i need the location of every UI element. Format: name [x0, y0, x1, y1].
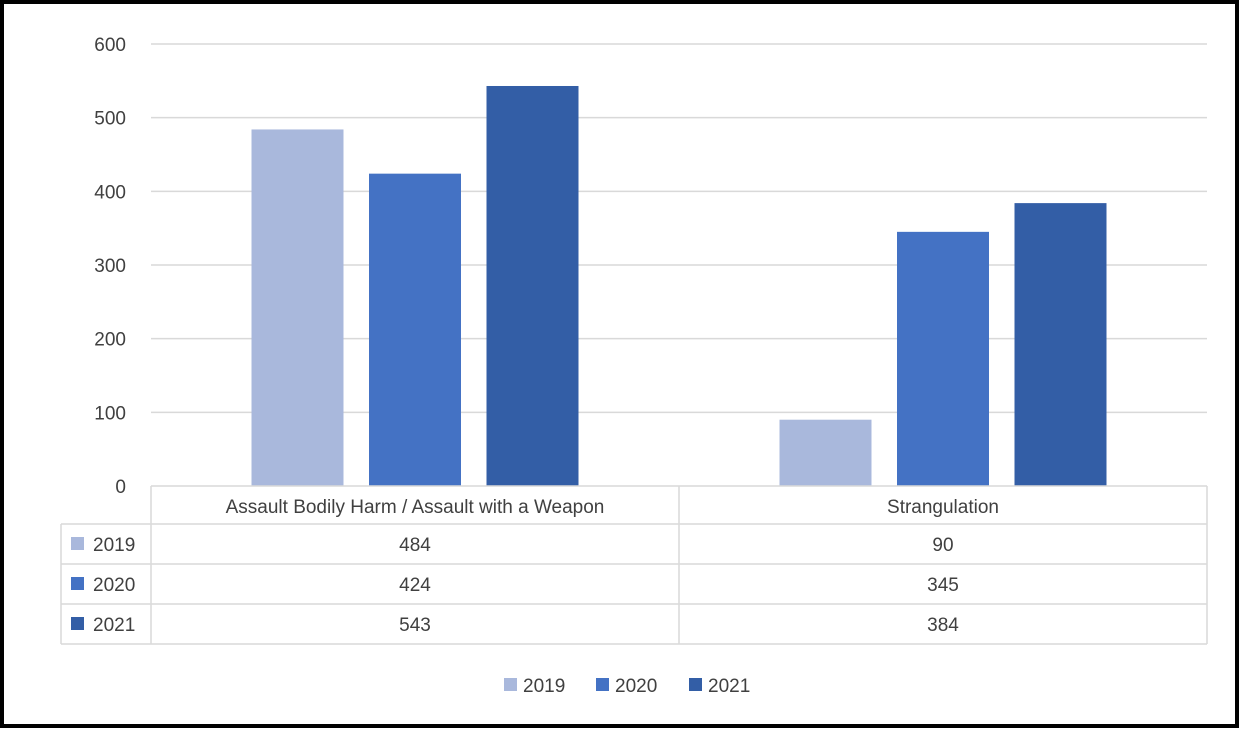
legend-label: 2020	[615, 676, 657, 697]
y-tick-label: 400	[94, 182, 126, 203]
y-tick-label: 200	[94, 330, 126, 351]
y-tick-label: 100	[94, 403, 126, 424]
data-label: 384	[927, 615, 959, 636]
table-series-label: 2019	[93, 535, 135, 556]
data-label: 345	[927, 575, 959, 596]
legend-swatch	[596, 678, 609, 691]
bar-2020-1	[369, 173, 461, 487]
data-label: 424	[399, 575, 431, 596]
bar-2021-2	[1014, 203, 1107, 486]
y-tick-label: 500	[94, 109, 126, 130]
category-label: Assault Bodily Harm / Assault with a Wea…	[226, 497, 605, 518]
y-tick-label: 300	[94, 256, 126, 277]
table-legend-key	[71, 617, 84, 630]
table-legend-key	[71, 577, 84, 590]
data-label: 484	[399, 535, 431, 556]
table-legend-key	[71, 537, 84, 550]
bar-chart: 0 100 200 300 400 500 600 Assault Bodily Harm /…	[60, 35, 1208, 697]
bar-2020-2	[897, 231, 989, 486]
legend-swatch	[689, 678, 702, 691]
legend-label: 2021	[708, 676, 750, 697]
legend-swatch	[504, 678, 517, 691]
legend-label: 2019	[523, 676, 565, 697]
table-series-label: 2021	[93, 615, 135, 636]
bar-2019-1	[251, 129, 344, 486]
bar-2021-1	[486, 85, 579, 487]
y-tick-label: 600	[94, 35, 126, 56]
y-tick-label: 0	[115, 477, 126, 498]
category-label: Strangulation	[887, 497, 999, 518]
table-series-label: 2020	[93, 575, 135, 596]
bar-2019-2	[779, 419, 872, 486]
data-label: 543	[399, 615, 431, 636]
data-label: 90	[932, 535, 953, 556]
